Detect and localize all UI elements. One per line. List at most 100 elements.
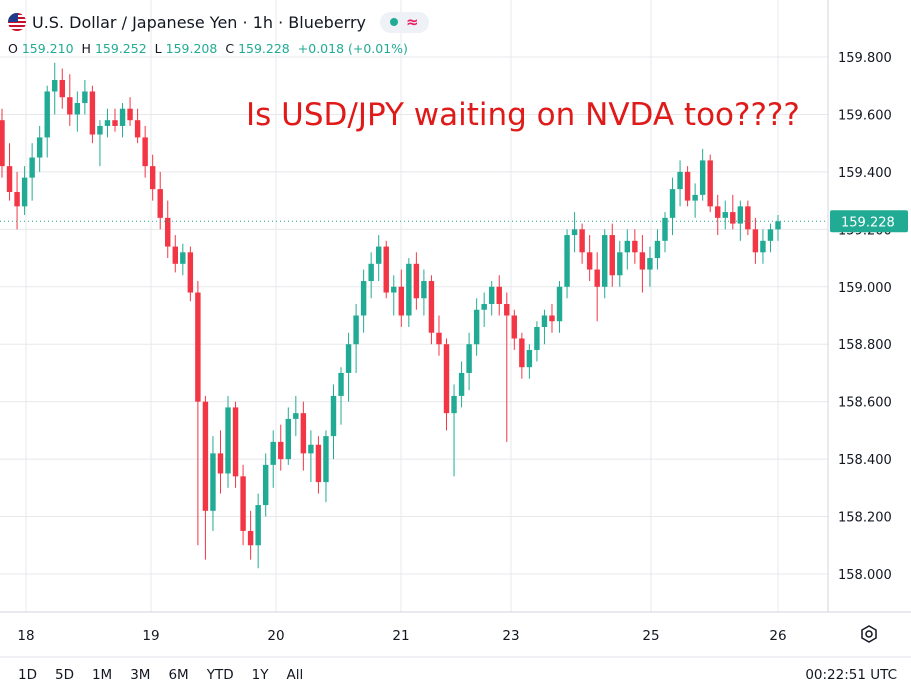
candle [511, 309, 518, 350]
candle [428, 275, 435, 345]
candle-body [496, 286, 502, 305]
range-1m[interactable]: 1M [91, 667, 113, 683]
symbol-title[interactable]: U.S. Dollar / Japanese Yen · 1h · Bluebe… [32, 12, 367, 32]
candle-body [767, 229, 774, 241]
range-6m[interactable]: 6M [168, 667, 189, 683]
candle [436, 315, 442, 356]
candle-body [639, 252, 646, 270]
range-selector[interactable]: 1D 5D 1M 3M 6M YTD 1Y All [18, 667, 303, 683]
candle [368, 252, 374, 299]
candle-body [285, 418, 292, 460]
candle-body [624, 240, 631, 253]
candle-body [338, 372, 344, 396]
candle [240, 464, 246, 546]
candle [278, 424, 284, 471]
candle-body [375, 246, 382, 264]
wave-icon[interactable]: ≈ [406, 12, 419, 31]
candle-body [662, 217, 668, 241]
candle [97, 120, 103, 167]
range-all[interactable]: All [286, 667, 304, 683]
candle [67, 74, 73, 126]
candle-body [353, 315, 359, 345]
candle [406, 258, 412, 327]
candle-body [617, 252, 623, 276]
range-1d[interactable]: 1D [18, 667, 37, 683]
candle-body [6, 166, 13, 192]
candle-body [112, 120, 118, 126]
candle [134, 108, 141, 144]
candle-body [752, 229, 759, 253]
price-axis[interactable]: 158.000 158.200 158.400 158.600 158.800 159.0… [838, 51, 892, 583]
candle [180, 243, 186, 276]
gear-icon[interactable] [859, 624, 879, 644]
candle-body [330, 395, 337, 437]
candle [715, 194, 721, 236]
candle [315, 436, 322, 494]
candle-body [29, 157, 35, 178]
y-tick-label: 159.800 [838, 51, 892, 66]
candle-body [315, 444, 322, 483]
candle [285, 407, 292, 465]
candle-body [684, 171, 691, 201]
range-1y[interactable]: 1Y [251, 667, 269, 683]
candle [443, 338, 450, 431]
symbol-header[interactable]: U.S. Dollar / Japanese Yen · 1h · Bluebe… [8, 8, 429, 36]
candle [692, 183, 698, 218]
candle-body [127, 108, 133, 121]
candle [142, 125, 148, 178]
utc-clock[interactable]: 00:22:51 UTC [805, 667, 897, 683]
candle [421, 269, 427, 316]
candle-body [240, 476, 246, 531]
candle [165, 200, 171, 259]
candle-body [82, 91, 88, 103]
candle [760, 229, 766, 264]
candle-body [165, 217, 171, 247]
candle [466, 332, 472, 391]
y-tick-label: 158.200 [838, 511, 892, 526]
x-tick-label: 26 [769, 628, 786, 644]
candle-body [526, 349, 533, 368]
x-tick-label: 20 [267, 628, 284, 644]
candle [225, 395, 231, 488]
range-ytd[interactable]: YTD [206, 667, 234, 683]
candle [323, 430, 329, 503]
candle [149, 154, 156, 201]
candle [684, 166, 691, 207]
candle [737, 200, 744, 241]
candle [353, 304, 359, 373]
candle-body [609, 235, 615, 276]
candle-body [692, 194, 698, 201]
candle [308, 430, 314, 483]
range-5d[interactable]: 5D [54, 667, 74, 683]
open-key: O [8, 41, 18, 56]
candle-body [519, 338, 525, 368]
candle-body [632, 240, 638, 253]
candle-body [760, 240, 766, 253]
candle-body [745, 206, 751, 230]
candle-body [293, 413, 299, 419]
time-axis[interactable]: 18 19 20 21 23 25 26 [17, 628, 786, 644]
close-key: C [225, 41, 235, 56]
candle-body [157, 189, 163, 218]
candle-body [21, 177, 28, 207]
candle-body [594, 269, 600, 287]
indicator-pill[interactable]: ≈ [380, 11, 429, 33]
candle [481, 292, 487, 327]
range-3m[interactable]: 3M [130, 667, 151, 683]
candle-body [458, 372, 465, 396]
candle [74, 91, 81, 132]
x-tick-label: 23 [502, 628, 519, 644]
candle [127, 97, 133, 126]
last-price-tag: 159.228 [830, 210, 908, 233]
candle-body [360, 281, 367, 316]
candle [52, 62, 58, 115]
candle [632, 229, 638, 264]
candle-body [0, 120, 5, 167]
candle-body [247, 530, 254, 546]
candle-body [89, 91, 96, 135]
candle [270, 430, 276, 488]
candle-body [504, 304, 510, 316]
candle-body [436, 332, 442, 345]
candle [119, 102, 126, 138]
